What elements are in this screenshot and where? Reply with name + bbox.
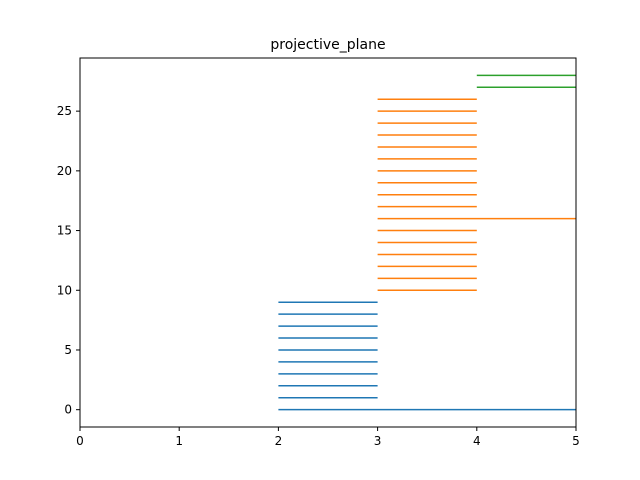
plot-frame [79,57,577,428]
y-tick-label-1: 5 [64,343,72,357]
series-1 [377,98,576,292]
x-tick-label-3: 3 [374,434,382,448]
x-tick-label-0: 0 [76,434,84,448]
x-tick-label-4: 4 [473,434,481,448]
series-0 [278,301,576,411]
y-tick-label-2: 10 [57,283,72,297]
y-axis: 0 5 10 15 20 25 [57,104,80,417]
y-tick-label-0: 0 [64,403,72,417]
y-tick-label-3: 15 [57,224,72,238]
series-layer [278,74,576,411]
chart-title: projective_plane [270,37,385,53]
x-tick-label-5: 5 [572,434,580,448]
y-tick-label-5: 25 [57,104,72,118]
y-tick-label-4: 20 [57,164,72,178]
x-axis: 0 1 2 3 4 5 [76,427,580,448]
series-2 [476,74,576,89]
x-tick-label-2: 2 [275,434,283,448]
x-tick-label-1: 1 [175,434,183,448]
